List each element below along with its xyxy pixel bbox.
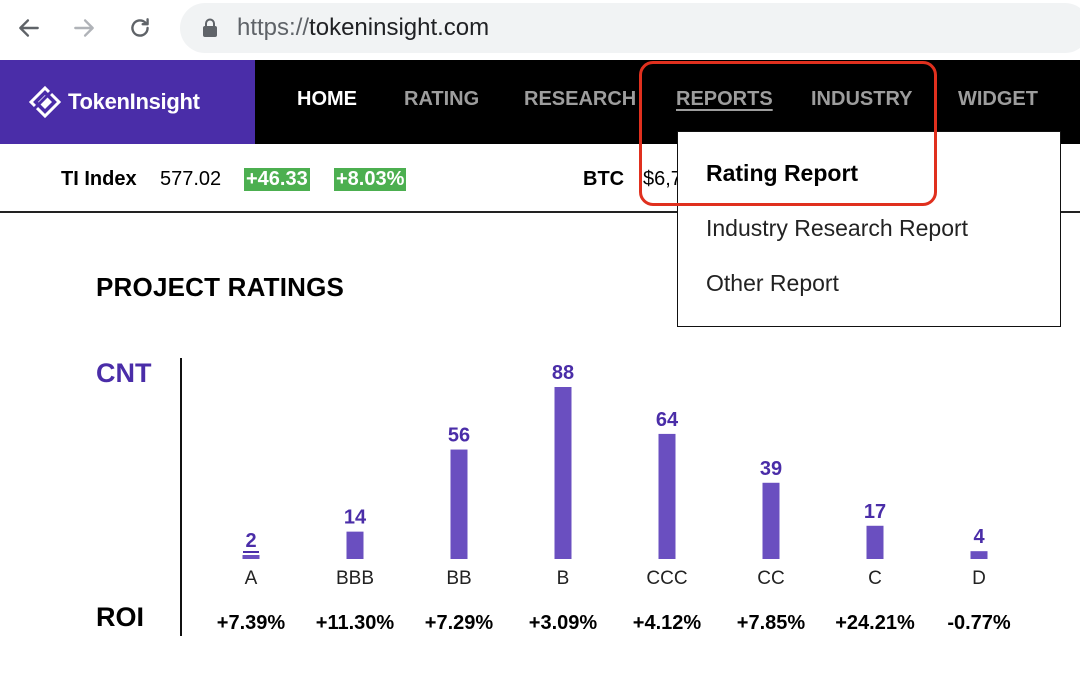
chart-bar	[450, 449, 468, 559]
reload-icon[interactable]	[120, 8, 160, 48]
chart-bar	[658, 433, 676, 559]
logo-mark-icon	[28, 85, 62, 119]
ti-index-label: TI Index	[61, 168, 137, 190]
nav-industry[interactable]: INDUSTRY	[811, 88, 913, 110]
logo[interactable]: TokenInsight	[0, 60, 255, 144]
roi-label: ROI	[96, 602, 145, 632]
nav-rating[interactable]: RATING	[404, 88, 480, 110]
roi-value: +7.29%	[425, 612, 494, 634]
bar-value-label: 88	[552, 362, 574, 384]
cnt-label: CNT	[96, 358, 152, 388]
roi-value: +24.21%	[835, 612, 915, 634]
nav-reports[interactable]: REPORTS	[676, 88, 773, 110]
roi-value: +4.12%	[633, 612, 702, 634]
logo-text: TokenInsight	[68, 89, 200, 114]
address-bar[interactable]: https://tokeninsight.com	[180, 3, 1080, 53]
bar-value-label: 14	[344, 507, 367, 529]
forward-arrow-icon[interactable]	[64, 8, 104, 48]
back-arrow-icon[interactable]	[9, 8, 49, 48]
roi-value: +7.85%	[737, 612, 806, 634]
nav-widget[interactable]: WIDGET	[958, 88, 1038, 110]
chart-bar	[554, 387, 572, 559]
bar-value-label: 64	[656, 409, 679, 431]
chart-bar	[970, 551, 988, 559]
value-underline	[243, 551, 259, 553]
bar-value-label: 2	[245, 530, 256, 552]
category-label: CCC	[646, 568, 687, 589]
bar-value-label: 39	[760, 458, 782, 480]
chart-bar	[762, 482, 780, 559]
category-label: B	[557, 568, 570, 589]
bar-value-label: 17	[864, 501, 886, 523]
chart-bar	[346, 531, 364, 559]
reports-dropdown-menu: Rating Report Industry Research Report O…	[677, 131, 1061, 327]
roi-value: +7.39%	[217, 612, 286, 634]
site-header: TokenInsight HOME RATING RESEARCH REPORT…	[0, 60, 1080, 144]
category-label: BBB	[336, 568, 374, 589]
bar-value-label: 56	[448, 425, 470, 447]
category-label: BB	[446, 568, 471, 589]
category-label: C	[868, 568, 882, 589]
url-scheme: https://	[237, 14, 310, 41]
chart-bar	[242, 555, 260, 559]
nav-research[interactable]: RESEARCH	[524, 88, 637, 110]
chart-bar	[866, 525, 884, 559]
ti-index-value: 577.02	[160, 168, 222, 190]
roi-value: +11.30%	[316, 612, 395, 634]
url-host: tokeninsight.com	[309, 14, 490, 41]
menu-item-rating-report[interactable]: Rating Report	[706, 160, 859, 186]
btc-label: BTC	[583, 168, 625, 190]
url-text: https://tokeninsight.com	[237, 14, 489, 42]
menu-item-industry-research-report[interactable]: Industry Research Report	[706, 215, 969, 241]
category-label: D	[972, 568, 986, 589]
roi-value: -0.77%	[947, 612, 1011, 634]
roi-value: +3.09%	[529, 612, 598, 634]
axis-divider	[180, 358, 182, 636]
btc-value: $6,7	[643, 168, 682, 190]
category-label: CC	[757, 568, 784, 589]
category-label: A	[245, 568, 258, 589]
browser-toolbar: https://tokeninsight.com	[0, 0, 1080, 60]
bar-value-label: 4	[973, 526, 985, 548]
nav-home[interactable]: HOME	[297, 88, 357, 110]
lock-icon	[203, 18, 217, 37]
menu-item-other-report[interactable]: Other Report	[706, 270, 839, 296]
ti-index-change: +46.33	[244, 168, 310, 191]
section-title: PROJECT RATINGS	[96, 272, 345, 302]
project-ratings-chart: 2 A +7.39% 14 BBB +11.30% 56 BB +7.29% 88 B +3.09% 6…	[217, 362, 1011, 634]
ti-index-percent: +8.03%	[334, 168, 407, 191]
